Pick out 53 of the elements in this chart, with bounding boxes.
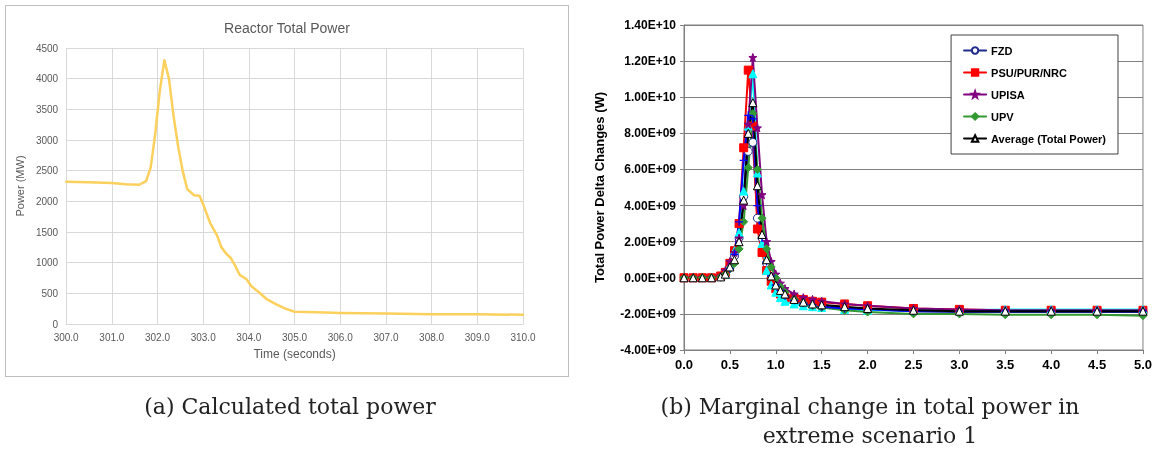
legend-label: UPISA xyxy=(991,88,1025,101)
y-tick-label: 4.00E+09 xyxy=(624,198,677,213)
x-tick-label: 3.5 xyxy=(996,357,1015,372)
x-tick-label: 309.0 xyxy=(464,331,491,343)
y-axis-title: Power (MW) xyxy=(13,155,26,217)
x-tick-label: 308.0 xyxy=(419,331,445,343)
legend-label: Average (Total Power) xyxy=(991,132,1107,145)
y-tick-label: -4.00E+09 xyxy=(620,343,677,357)
text: (a) Calculated total power xyxy=(143,393,437,421)
x-tick-label: 301.0 xyxy=(99,331,125,343)
x-tick-label: 310.0 xyxy=(510,331,536,343)
y-tick-label: 1500 xyxy=(35,226,59,238)
x-tick-label: 300.0 xyxy=(53,331,80,343)
x-tick-label: 0.5 xyxy=(720,357,739,372)
y-tick-label: 3500 xyxy=(35,103,59,115)
y-tick-label: 1.20E+10 xyxy=(624,54,677,69)
y-tick-label: 2.00E+09 xyxy=(624,234,677,249)
y-tick-label: 1000 xyxy=(35,257,59,269)
x-tick-label: 307.0 xyxy=(373,331,399,343)
y-tick-label: 1.40E+10 xyxy=(624,18,677,32)
text: (b) Marginal change in total power in extreme scenario 1 xyxy=(659,393,1081,450)
y-axis-title: Total Power Delta Changes (W) xyxy=(592,91,607,284)
x-tick-label: 1.5 xyxy=(812,357,831,372)
y-tick-label: 6.00E+09 xyxy=(624,162,677,177)
x-tick-label: 2.5 xyxy=(904,357,923,372)
x-tick-label: 3.0 xyxy=(950,357,969,372)
y-tick-label: 3000 xyxy=(35,134,59,146)
x-tick-label: 302.0 xyxy=(145,331,171,343)
y-tick-label: 1.00E+10 xyxy=(624,90,677,105)
x-tick-label: 306.0 xyxy=(327,331,354,343)
y-tick-label: 0 xyxy=(52,318,59,330)
y-tick-label: 8.00E+09 xyxy=(624,126,677,141)
x-tick-label: 0.0 xyxy=(674,357,694,372)
y-tick-label: 0.00E+00 xyxy=(624,270,677,285)
x-tick-label: 4.0 xyxy=(1042,357,1061,372)
y-tick-label: 2000 xyxy=(35,195,59,207)
x-tick-label: 4.5 xyxy=(1088,357,1107,372)
y-tick-label: 4500 xyxy=(35,42,59,54)
x-tick-label: 305.0 xyxy=(282,331,308,343)
y-tick-label: 4000 xyxy=(35,73,59,85)
legend-label: PSU/PUR/NRC xyxy=(991,66,1067,79)
x-tick-label: 304.0 xyxy=(236,331,262,343)
x-tick-label: 303.0 xyxy=(190,331,217,343)
y-tick-label: 2500 xyxy=(35,165,59,177)
legend-label: UPV xyxy=(991,110,1015,123)
x-tick-label: 1.0 xyxy=(766,357,785,372)
x-tick-label: 5.0 xyxy=(1133,357,1152,372)
chart-title: Reactor Total Power xyxy=(224,20,351,36)
x-tick-label: 2.0 xyxy=(858,357,877,372)
y-tick-label: -2.00E+09 xyxy=(620,306,677,321)
x-axis-title: Time (seconds) xyxy=(253,347,336,361)
y-tick-label: 500 xyxy=(41,287,59,299)
legend-label: FZD xyxy=(991,44,1013,57)
